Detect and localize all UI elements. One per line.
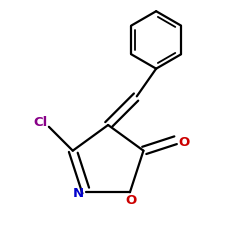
Text: O: O: [178, 136, 190, 149]
Text: N: N: [72, 188, 84, 200]
Text: O: O: [125, 194, 136, 207]
Text: Cl: Cl: [33, 116, 48, 129]
